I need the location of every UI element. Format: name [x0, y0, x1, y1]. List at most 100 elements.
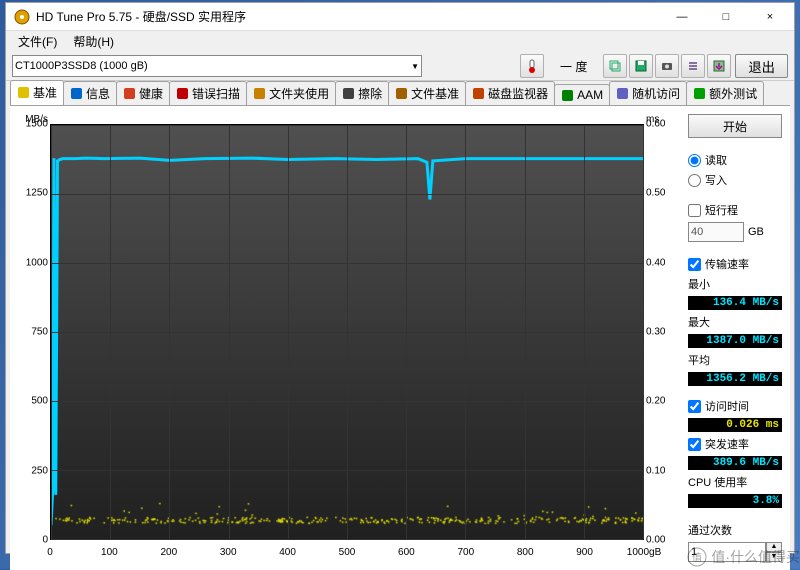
toolbar-group — [603, 54, 731, 78]
y-left-tick: 250 — [14, 465, 48, 476]
x-tick: 1000gB — [627, 547, 661, 558]
max-label: 最大 — [688, 314, 782, 330]
read-radio[interactable]: 读取 — [688, 152, 782, 168]
minimize-button[interactable]: — — [660, 3, 704, 31]
min-label: 最小 — [688, 276, 782, 292]
content: MB/s ms 01002003004005006007008009001000… — [10, 105, 790, 570]
tab-label: 文件基准 — [411, 85, 459, 102]
tab-icon — [693, 87, 706, 100]
tab-6[interactable]: 文件基准 — [388, 81, 466, 105]
drive-select-value: CT1000P3SSD8 (1000 gB) — [15, 60, 148, 72]
x-tick: 800 — [517, 547, 534, 558]
options-button[interactable] — [681, 54, 705, 78]
start-button[interactable]: 开始 — [688, 114, 782, 138]
tab-icon — [123, 87, 136, 100]
tab-label: 磁盘监视器 — [488, 85, 548, 102]
copy-button[interactable] — [603, 54, 627, 78]
menu-help[interactable]: 帮助(H) — [65, 31, 122, 52]
burst-check[interactable]: 突发速率 — [688, 436, 782, 452]
tab-icon — [70, 87, 83, 100]
x-tick: 500 — [339, 547, 356, 558]
short-stroke-row: GB — [688, 222, 782, 242]
tab-9[interactable]: 随机访问 — [609, 81, 687, 105]
chart — [50, 124, 644, 540]
access-value: 0.026 ms — [688, 418, 782, 432]
toolbar: CT1000P3SSD8 (1000 gB) ▼ 一 度 退出 — [6, 52, 794, 81]
tab-icon — [253, 87, 266, 100]
y-right-tick: 0.60 — [646, 119, 680, 130]
y-left-tick: 1250 — [14, 188, 48, 199]
tab-icon — [561, 89, 574, 102]
access-check[interactable]: 访问时间 — [688, 398, 782, 414]
screenshot-button[interactable] — [655, 54, 679, 78]
tab-2[interactable]: 健康 — [116, 81, 170, 105]
tab-label: AAM — [577, 88, 603, 102]
tab-8[interactable]: AAM — [554, 84, 610, 105]
cpu-label: CPU 使用率 — [688, 474, 782, 490]
chevron-down-icon: ▼ — [411, 62, 419, 71]
x-tick: 300 — [220, 547, 237, 558]
app-icon — [14, 9, 30, 25]
tab-label: 随机访问 — [632, 85, 680, 102]
close-button[interactable]: × — [748, 3, 792, 31]
x-tick: 700 — [457, 547, 474, 558]
transfer-check[interactable]: 传输速率 — [688, 256, 782, 272]
right-panel: 开始 读取 写入 短行程 GB 传输速率 最小 136.4 MB/s 最大 13… — [680, 110, 786, 566]
tab-label: 额外测试 — [709, 85, 757, 102]
tab-icon — [17, 86, 30, 99]
short-stroke-input — [688, 222, 744, 242]
write-radio[interactable]: 写入 — [688, 172, 782, 188]
exit-button[interactable]: 退出 — [735, 54, 788, 78]
save-button[interactable] — [629, 54, 653, 78]
y-left-tick: 750 — [14, 327, 48, 338]
tab-label: 错误扫描 — [192, 85, 240, 102]
temperature-label: 一 度 — [548, 58, 599, 75]
tab-1[interactable]: 信息 — [63, 81, 117, 105]
app-window: HD Tune Pro 5.75 - 硬盘/SSD 实用程序 — □ × 文件(… — [5, 2, 795, 554]
pass-spinner[interactable]: ▲▼ — [766, 542, 782, 562]
tab-label: 文件夹使用 — [269, 85, 329, 102]
tabbar: 基准 信息 健康 错误扫描 文件夹使用 擦除 文件基准 磁盘监视器 AAM 随机访问 额外测试 — [6, 81, 794, 105]
tab-label: 健康 — [139, 85, 163, 102]
short-stroke-check[interactable]: 短行程 — [688, 202, 782, 218]
avg-label: 平均 — [688, 352, 782, 368]
maximize-button[interactable]: □ — [704, 3, 748, 31]
y-right-tick: 0.30 — [646, 327, 680, 338]
pass-input[interactable] — [688, 542, 766, 562]
chart-area: MB/s ms 01002003004005006007008009001000… — [14, 110, 680, 566]
window-title: HD Tune Pro 5.75 - 硬盘/SSD 实用程序 — [36, 8, 660, 25]
tab-label: 基准 — [33, 84, 57, 101]
tab-icon — [472, 87, 485, 100]
tab-label: 擦除 — [358, 85, 382, 102]
y-right-tick: 0.10 — [646, 465, 680, 476]
x-tick: 600 — [398, 547, 415, 558]
down-button[interactable] — [707, 54, 731, 78]
tab-label: 信息 — [86, 85, 110, 102]
drive-select[interactable]: CT1000P3SSD8 (1000 gB) ▼ — [12, 55, 422, 77]
menu-file[interactable]: 文件(F) — [10, 31, 65, 52]
tab-0[interactable]: 基准 — [10, 80, 64, 105]
x-tick: 0 — [47, 547, 53, 558]
y-right-tick: 0.00 — [646, 535, 680, 546]
tab-10[interactable]: 额外测试 — [686, 81, 764, 105]
y-right-tick: 0.40 — [646, 257, 680, 268]
x-tick: 100 — [101, 547, 118, 558]
tab-icon — [616, 87, 629, 100]
tab-5[interactable]: 擦除 — [335, 81, 389, 105]
menubar: 文件(F) 帮助(H) — [6, 31, 794, 52]
cpu-value: 3.8% — [688, 494, 782, 508]
tab-7[interactable]: 磁盘监视器 — [465, 81, 555, 105]
max-value: 1387.0 MB/s — [688, 334, 782, 348]
tab-3[interactable]: 错误扫描 — [169, 81, 247, 105]
x-tick: 900 — [576, 547, 593, 558]
tab-4[interactable]: 文件夹使用 — [246, 81, 336, 105]
x-tick: 400 — [279, 547, 296, 558]
burst-value: 389.6 MB/s — [688, 456, 782, 470]
pass-row: ▲▼ — [688, 542, 782, 562]
titlebar: HD Tune Pro 5.75 - 硬盘/SSD 实用程序 — □ × — [6, 3, 794, 31]
tab-icon — [342, 87, 355, 100]
y-right-tick: 0.20 — [646, 396, 680, 407]
min-value: 136.4 MB/s — [688, 296, 782, 310]
temp-icon-button[interactable] — [520, 54, 544, 78]
y-left-tick: 1500 — [14, 119, 48, 130]
